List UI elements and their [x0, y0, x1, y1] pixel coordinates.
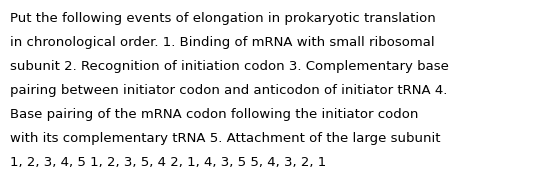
- Text: 1, 2, 3, 4, 5 1, 2, 3, 5, 4 2, 1, 4, 3, 5 5, 4, 3, 2, 1: 1, 2, 3, 4, 5 1, 2, 3, 5, 4 2, 1, 4, 3, …: [10, 156, 326, 169]
- Text: subunit 2. Recognition of initiation codon 3. Complementary base: subunit 2. Recognition of initiation cod…: [10, 60, 449, 73]
- Text: Put the following events of elongation in prokaryotic translation: Put the following events of elongation i…: [10, 12, 436, 25]
- Text: in chronological order. 1. Binding of mRNA with small ribosomal: in chronological order. 1. Binding of mR…: [10, 36, 435, 49]
- Text: pairing between initiator codon and anticodon of initiator tRNA 4.: pairing between initiator codon and anti…: [10, 84, 448, 97]
- Text: Base pairing of the mRNA codon following the initiator codon: Base pairing of the mRNA codon following…: [10, 108, 418, 121]
- Text: with its complementary tRNA 5. Attachment of the large subunit: with its complementary tRNA 5. Attachmen…: [10, 132, 440, 145]
